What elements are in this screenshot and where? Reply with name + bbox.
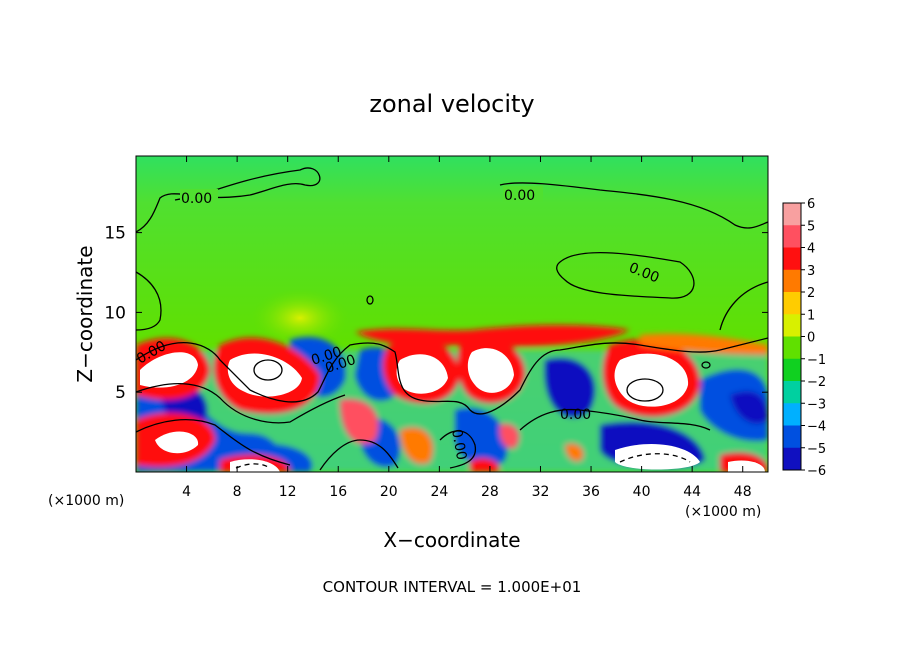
positive-core [467,348,514,393]
x-unit-left: (×1000 m) [48,493,124,509]
positive-rim [470,458,500,472]
x-unit-right: (×1000 m) [685,504,761,520]
colorbar-tick-label: 6 [807,197,815,212]
y-tick-label: 15 [104,224,126,244]
colorbar-tick-label: −1 [807,353,826,368]
contour-zero [319,439,399,471]
positive-core [140,352,198,388]
x-tick-label: 32 [532,484,550,500]
contour-zero [499,182,768,229]
y-axis-label: Z−coordinate [73,245,97,382]
plot-frame [135,155,769,473]
colorbar-tick-label: −5 [807,442,826,457]
weak-positive-glow [250,288,350,348]
contour-positive [626,378,664,402]
colorbar-tick-label: 4 [807,242,815,257]
colorbar-swatch [783,336,801,360]
x-tick-label: 4 [182,484,191,500]
contour-lines [136,167,768,471]
colorbar-tick-label: −4 [807,420,826,435]
colorbar-swatch [783,225,801,248]
colorbar-tick-label: 5 [807,219,815,234]
colorbar-tick-label: −6 [807,464,826,479]
x-tick-label: 20 [380,484,398,500]
colorbar-swatch [783,425,801,449]
negative-region [730,391,768,424]
colorbar-swatch [783,403,801,426]
contour-label: 0.00 [504,188,535,204]
colorbar-tick-label: 0 [807,331,815,346]
positive-band [640,333,768,355]
contour-interval-note: CONTOUR INTERVAL = 1.000E+01 [323,578,582,596]
colorbar-swatch [783,381,801,404]
colorbar: 6 5 4 3 2 1 0 −1 −2 −3 −4 −5 −6 [782,197,826,479]
contour-zero [439,430,477,469]
x-tick-label: 44 [683,484,701,500]
y-axis: 5 10 15 [104,224,768,403]
contour-zero [136,271,162,331]
contour-negative [619,453,691,463]
x-tick-label: 16 [329,484,347,500]
positive-core [396,354,448,394]
positive-band [355,325,630,347]
positive-rim [565,443,584,462]
negative-region [455,408,508,468]
positive-core [230,459,280,472]
colorbar-tick-label: −2 [807,375,826,390]
contour-label: 0.00 [181,191,212,207]
x-tick-label: 40 [633,484,651,500]
positive-core [728,460,765,472]
y-tick-label: 5 [115,383,126,403]
x-tick-label: 12 [279,484,297,500]
positive-rim [340,399,379,444]
contour-zero [136,383,346,424]
x-axis-label: X−coordinate [383,528,520,552]
x-axis: 4 8 12 16 20 24 28 32 36 40 44 48 [182,156,752,500]
chart-title: zonal velocity [369,90,534,118]
colorbar-tick-label: 3 [807,264,815,279]
colorbar-swatch [783,203,801,226]
x-tick-label: 24 [430,484,448,500]
colorbar-swatch [783,447,801,471]
colorbar-swatch [783,314,801,337]
contour-label: 0.00 [448,428,469,461]
positive-core [615,443,700,470]
colorbar-tick-label: −3 [807,397,826,412]
contour-positive [253,359,283,381]
positive-rim [499,424,520,449]
plot-area: 0.00 0.00 0.00 0.00 0.00 0.00 0.00 0.00 [136,156,768,472]
contour-zero-small [701,361,711,369]
x-tick-label: 48 [734,484,752,500]
positive-rim [400,427,434,465]
colorbar-swatch [783,292,801,315]
colorbar-swatch [783,269,801,293]
y-tick-label: 10 [104,303,126,323]
contour-zero [519,408,711,431]
colorbar-tick-label: 2 [807,286,815,301]
contour-zero [136,167,321,233]
contour-label: 0.00 [560,407,591,423]
contour-zero-small [366,295,374,305]
colorbar-swatch [783,247,801,271]
contour-negative [235,463,271,469]
x-tick-label: 8 [233,484,242,500]
colorbar-swatch [783,358,801,382]
contour-zero [136,419,291,466]
colorbar-tick-label: 1 [807,308,815,323]
contour-zero [136,337,768,415]
x-tick-label: 28 [481,484,499,500]
negative-region [544,358,595,418]
contour-zero [556,251,695,299]
positive-core [155,431,199,454]
contour-zero [719,281,768,331]
x-tick-label: 36 [582,484,600,500]
